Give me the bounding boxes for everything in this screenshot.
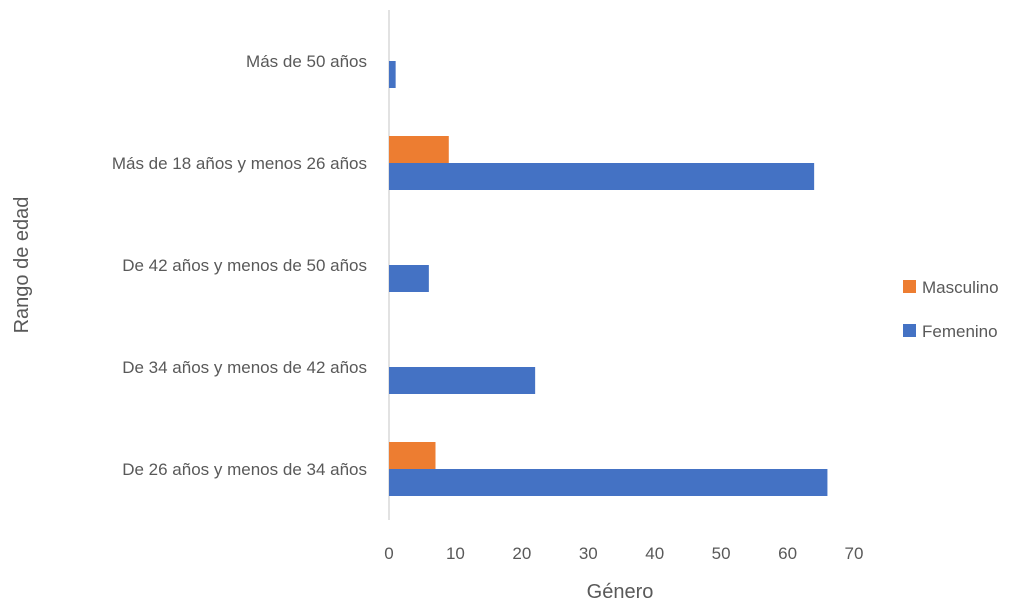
bar-femenino — [389, 61, 396, 88]
category-label: De 42 años y menos de 50 años — [122, 256, 367, 275]
x-tick-label: 10 — [446, 544, 465, 563]
x-tick-label: 0 — [384, 544, 393, 563]
category-label: Más de 18 años y menos 26 años — [112, 154, 367, 173]
x-tick-label: 70 — [845, 544, 864, 563]
legend-swatch-femenino — [903, 324, 916, 337]
bars-layer — [389, 61, 828, 496]
bar-masculino — [389, 442, 436, 469]
x-axis-title: Género — [587, 581, 654, 603]
category-labels: De 26 años y menos de 34 años De 34 años … — [112, 52, 367, 479]
category-label: De 34 años y menos de 42 años — [122, 358, 367, 377]
category-label: Más de 50 años — [246, 52, 367, 71]
x-tick-label: 20 — [512, 544, 531, 563]
category-label: De 26 años y menos de 34 años — [122, 460, 367, 479]
legend: Masculino Femenino — [903, 278, 999, 341]
bar-femenino — [389, 367, 536, 394]
y-axis-title: Rango de edad — [11, 197, 33, 334]
x-tick-label: 30 — [579, 544, 598, 563]
bar-masculino — [389, 136, 449, 163]
x-tick-label: 60 — [778, 544, 797, 563]
legend-label-femenino: Femenino — [922, 322, 998, 341]
bar-femenino — [389, 469, 828, 496]
x-tick-label: 50 — [712, 544, 731, 563]
legend-label-masculino: Masculino — [922, 278, 999, 297]
x-tick-label: 40 — [645, 544, 664, 563]
bar-femenino — [389, 163, 815, 190]
bar-femenino — [389, 265, 429, 292]
legend-swatch-masculino — [903, 280, 916, 293]
x-tick-labels: 0 10 20 30 40 50 60 70 — [384, 544, 863, 563]
